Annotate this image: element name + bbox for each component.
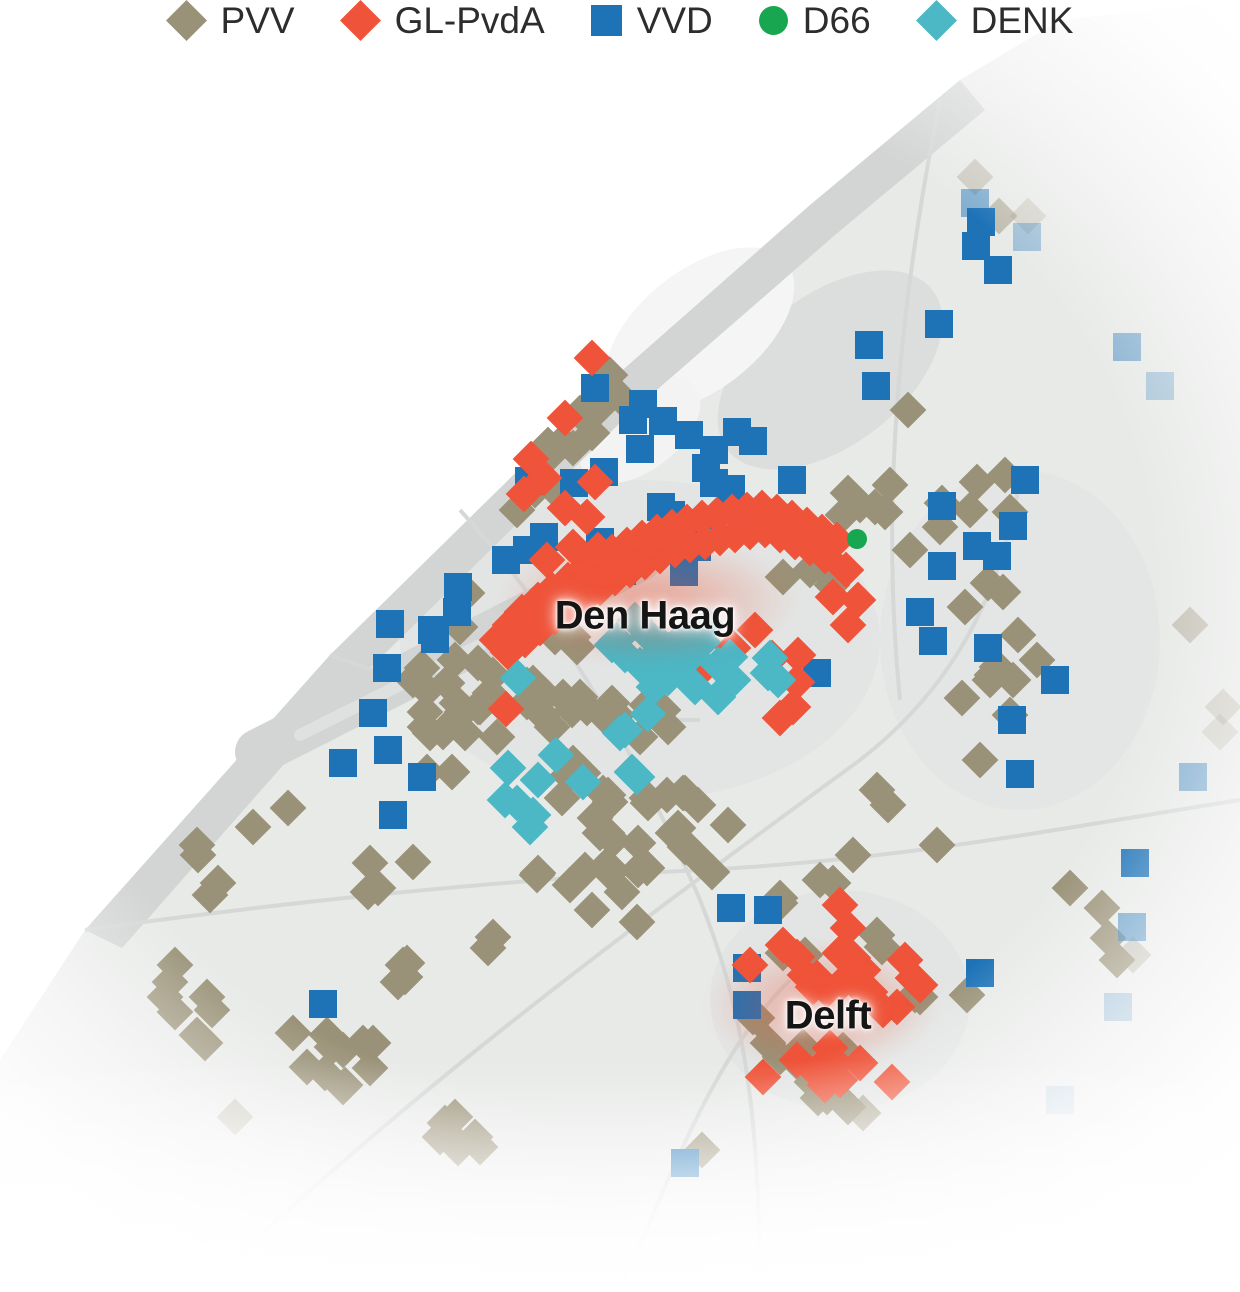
glpvda-diamond-icon (339, 0, 381, 42)
marker-pvv (951, 491, 989, 529)
marker-vvd (359, 699, 387, 727)
marker-vvd (717, 894, 745, 922)
marker-pvv (946, 588, 984, 626)
marker-vvd (1046, 1086, 1074, 1114)
marker-vvd (379, 801, 407, 829)
marker-pvv (518, 856, 556, 894)
denk-diamond-icon (915, 0, 957, 42)
marker-pvv (216, 1098, 254, 1136)
marker-vvd (928, 552, 956, 580)
legend-item-vvd: VVD (590, 0, 713, 41)
marker-vvd (619, 406, 647, 434)
marker-vvd (443, 598, 471, 626)
marker-pvv (433, 753, 471, 791)
marker-vvd (421, 625, 449, 653)
marker-vvd (984, 256, 1012, 284)
legend: PVV GL-PvdA VVD D66 DENK (0, 0, 1240, 42)
marker-vvd (778, 466, 806, 494)
marker-pvv (1171, 606, 1209, 644)
marker-pvv (958, 463, 996, 501)
legend-item-d66: D66 (758, 0, 871, 41)
marker-vvd (1146, 372, 1174, 400)
marker-vvd (373, 654, 401, 682)
marker-pvv (943, 679, 981, 717)
marker-pvv (1051, 869, 1089, 907)
marker-vvd (855, 331, 883, 359)
legend-label-vvd: VVD (636, 0, 713, 41)
marker-vvd (649, 407, 677, 435)
marker-vvd (408, 763, 436, 791)
marker-vvd (626, 435, 654, 463)
marker-pvv (618, 903, 656, 941)
marker-vvd (999, 512, 1027, 540)
marker-pvv (1083, 889, 1121, 927)
legend-item-pvv: PVV (165, 0, 295, 42)
marker-vvd (754, 896, 782, 924)
legend-label-glpvda: GL-PvdA (394, 0, 545, 41)
marker-vvd (675, 421, 703, 449)
marker-vvd (329, 749, 357, 777)
legend-label-d66: D66 (802, 0, 871, 41)
marker-vvd (998, 706, 1026, 734)
marker-vvd (1041, 666, 1069, 694)
marker-pvv (709, 806, 747, 844)
marker-vvd (925, 310, 953, 338)
marker-pvv (1201, 713, 1239, 751)
legend-item-glpvda: GL-PvdA (339, 0, 545, 42)
vvd-square-icon (590, 5, 622, 36)
marker-pvv (889, 391, 927, 429)
city-label-delft: Delft (784, 993, 872, 1038)
marker-pvv (834, 836, 872, 874)
marker-vvd (739, 427, 767, 455)
marker-vvd (974, 634, 1002, 662)
marker-vvd (1179, 763, 1207, 791)
marker-vvd (309, 990, 337, 1018)
marker-vvd (928, 492, 956, 520)
marker-vvd (862, 372, 890, 400)
marker-vvd (374, 736, 402, 764)
pvv-diamond-icon (165, 0, 207, 42)
marker-vvd (581, 374, 609, 402)
marker-pvv (918, 826, 956, 864)
city-label-den-haag: Den Haag (554, 593, 736, 638)
legend-label-denk: DENK (970, 0, 1074, 41)
marker-vvd (1013, 223, 1041, 251)
marker-vvd (444, 573, 472, 601)
marker-vvd (966, 959, 994, 987)
marker-pvv (274, 1014, 312, 1052)
marker-vvd (1118, 913, 1146, 941)
marker-vvd (376, 610, 404, 638)
marker-vvd (671, 1149, 699, 1177)
marker-pvv (961, 741, 999, 779)
marker-vvd (1104, 993, 1132, 1021)
marker-pvv (394, 843, 432, 881)
marker-vvd (919, 627, 947, 655)
marker-pvv (891, 531, 929, 569)
marker-vvd (906, 598, 934, 626)
legend-item-denk: DENK (915, 0, 1074, 42)
d66-circle-icon (758, 6, 788, 35)
marker-glpvda (873, 1063, 911, 1101)
legend-label-pvv: PVV (220, 0, 295, 41)
marker-pvv (573, 891, 611, 929)
marker-vvd (1113, 333, 1141, 361)
marker-vvd (492, 546, 520, 574)
marker-pvv (269, 789, 307, 827)
marker-pvv (478, 718, 516, 756)
marker-vvd (733, 991, 761, 1019)
marker-vvd (1011, 466, 1039, 494)
marker-vvd (1006, 760, 1034, 788)
marker-pvv (234, 808, 272, 846)
marker-vvd (1121, 849, 1149, 877)
marker-vvd (983, 542, 1011, 570)
marker-d66 (847, 529, 867, 549)
